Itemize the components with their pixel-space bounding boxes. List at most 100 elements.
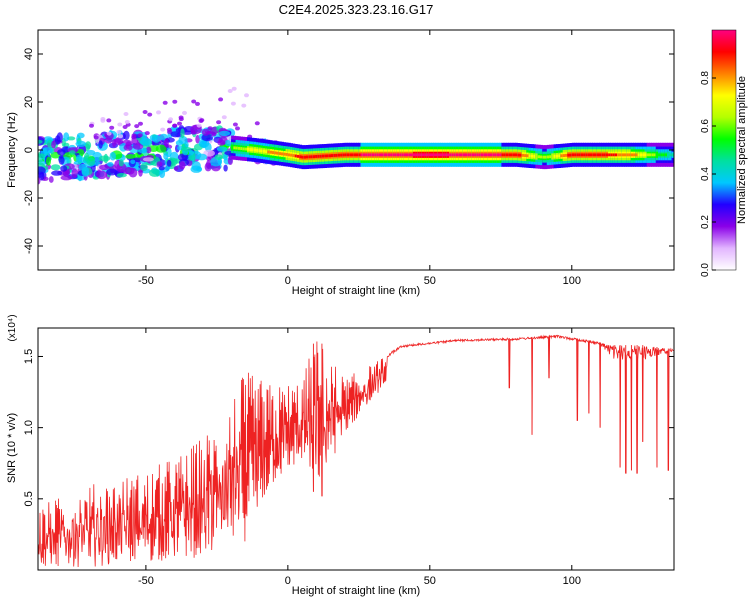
snr-axes: -50 0 50 100 0.5 1.0 1.5 xyxy=(23,328,674,587)
colorbar-tick-label: 0.4 xyxy=(700,167,711,181)
spectrogram-ridge xyxy=(649,153,652,157)
spectrogram-ridge xyxy=(328,154,332,158)
spectrogram-blob xyxy=(123,112,129,116)
spectrogram-blob xyxy=(99,164,110,171)
spectrogram-ridge xyxy=(499,153,502,157)
spectrogram-blob xyxy=(191,130,196,135)
spectrogram-blob xyxy=(50,164,61,171)
spectrogram-blob xyxy=(223,164,228,172)
spectrogram-ridge xyxy=(353,153,357,157)
spectrogram-ytick-label: -20 xyxy=(23,190,35,206)
spectrogram-ridge xyxy=(240,147,244,150)
spectrogram-blob xyxy=(130,159,136,165)
spectrogram-blob xyxy=(190,165,203,173)
spectrogram-blob xyxy=(63,132,70,142)
chart-title: C2E4.2025.323.23.16.G17 xyxy=(279,2,434,17)
spectrogram-blob xyxy=(178,117,184,122)
spectrogram-blob xyxy=(156,110,161,115)
spectrogram-blob xyxy=(51,170,63,176)
spectrogram-ridge xyxy=(576,153,580,157)
colorbar-tick-label: 0.6 xyxy=(700,119,711,133)
spectrogram-blob xyxy=(118,159,124,167)
spectrogram-blob xyxy=(199,118,205,123)
snr-panel: -50 0 50 100 0.5 1.0 1.5 Height of straight li… xyxy=(6,314,675,597)
spectrogram-blob xyxy=(38,139,43,144)
spectrogram-ridge xyxy=(415,153,418,157)
spectrogram-blob xyxy=(38,153,45,158)
spectrogram-blob xyxy=(221,115,227,120)
spectrogram-blob xyxy=(231,86,237,91)
spectrogram-ridge xyxy=(383,153,387,157)
spectrogram-ridge xyxy=(251,148,255,152)
spectrogram-ridge xyxy=(521,153,525,157)
spectrogram-ridge xyxy=(419,153,423,157)
spectrogram-ridge xyxy=(592,153,596,157)
spectrogram-blob xyxy=(196,153,208,161)
spectrogram-ridge xyxy=(537,155,541,159)
spectrogram-ridge xyxy=(633,153,636,157)
spectrogram-ridge xyxy=(253,148,257,152)
spectrogram-ridge xyxy=(235,146,239,150)
spectrogram-ridge xyxy=(453,153,457,157)
spectrogram-ridge xyxy=(526,154,530,158)
spectrogram-blob xyxy=(137,133,143,138)
colorbar-gradient xyxy=(711,29,737,271)
spectrogram-ridge xyxy=(321,154,325,158)
spectrogram-ridge xyxy=(624,153,627,157)
spectrogram-ridge xyxy=(594,153,598,157)
spectrogram-ridge xyxy=(578,153,582,157)
spectrogram-ytick-label: 40 xyxy=(23,48,35,60)
spectrogram-ridge xyxy=(285,153,289,156)
spectrogram-ridge xyxy=(628,153,632,157)
spectrogram-blob xyxy=(188,155,194,161)
spectrogram-xtick-label: 100 xyxy=(563,275,581,287)
spectrogram-blob xyxy=(60,165,68,172)
spectrogram-ridge xyxy=(262,149,266,153)
spectrogram-ridge xyxy=(412,153,416,157)
spectrogram-blob xyxy=(109,125,115,130)
spectrogram-xtick-label: 0 xyxy=(285,275,291,287)
spectrogram-ridge xyxy=(644,153,648,157)
spectrogram-ridge xyxy=(378,153,382,157)
spectrogram-ridge xyxy=(626,153,630,157)
spectrogram-ridge xyxy=(444,153,448,157)
spectrogram-blob xyxy=(216,146,228,152)
spectrogram-ridge xyxy=(265,150,268,154)
spectrogram-ridge xyxy=(326,154,330,158)
spectrogram-ridge xyxy=(272,151,275,154)
spectrogram-ridge xyxy=(371,153,375,157)
spectrogram-ridge xyxy=(317,154,321,158)
spectrogram-ridge xyxy=(494,153,498,157)
spectrogram-blob xyxy=(123,130,130,140)
spectrogram-blob xyxy=(122,125,128,129)
spectrogram-ridge xyxy=(655,153,659,157)
spectrogram-ridge xyxy=(580,153,584,157)
spectrogram-ridge xyxy=(290,153,293,157)
spectrogram-ridge xyxy=(306,155,309,159)
spectrogram-ridge xyxy=(433,153,437,157)
spectrogram-ridge xyxy=(287,153,291,157)
spectrogram-blob xyxy=(235,126,240,131)
spectrogram-ridge xyxy=(451,153,455,157)
spectrogram-xtick-label: 50 xyxy=(424,275,436,287)
spectrogram-ridge xyxy=(639,153,643,157)
spectrogram-ridge xyxy=(540,155,543,159)
spectrogram-ridge xyxy=(335,153,339,157)
spectrogram-ridge xyxy=(392,153,396,157)
snr-xtick-label: -50 xyxy=(138,575,154,587)
spectrogram-ridge xyxy=(374,153,378,157)
spectrogram-blob xyxy=(181,146,192,152)
spectrogram-ridge xyxy=(646,153,650,157)
spectrogram-ridge xyxy=(396,153,400,157)
spectrogram-blob xyxy=(173,166,179,171)
spectrogram-ridge xyxy=(299,155,303,159)
spectrogram-blob xyxy=(38,177,41,185)
spectrogram-blob xyxy=(98,140,103,149)
spectrogram-ridge xyxy=(244,147,248,151)
spectrogram-ridge xyxy=(331,154,334,157)
spectrogram-blob xyxy=(201,128,210,136)
spectrogram-ridge xyxy=(281,152,284,156)
spectrogram-ridge xyxy=(471,153,475,157)
spectrogram-blob xyxy=(75,140,87,147)
spectrogram-blob xyxy=(140,137,152,146)
